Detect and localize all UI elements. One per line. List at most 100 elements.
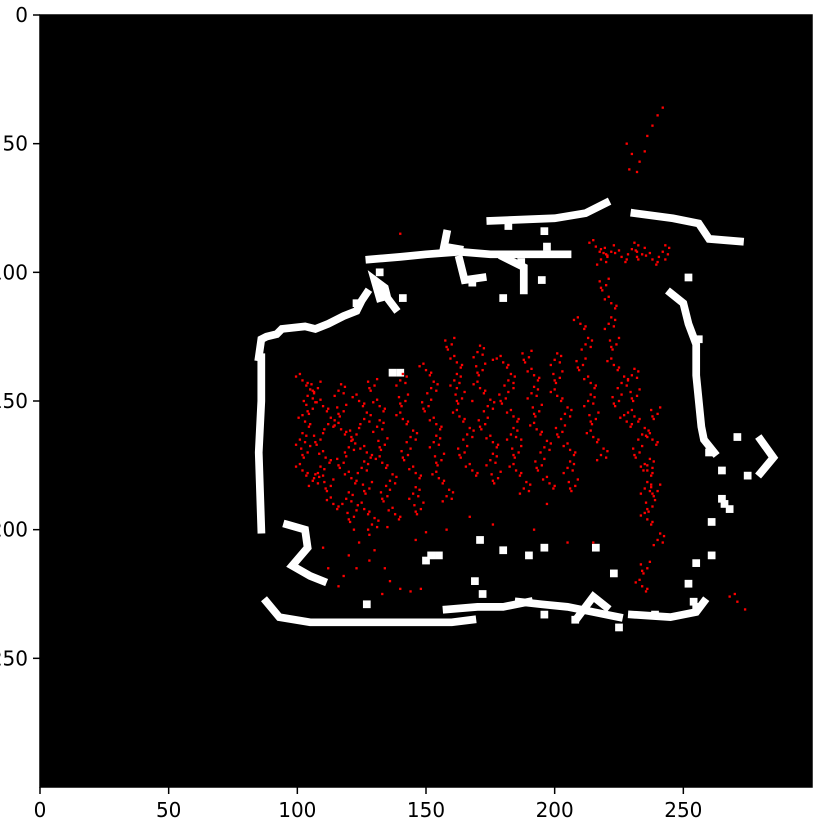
occupied-cell-block (398, 294, 407, 302)
data-point (599, 248, 603, 251)
data-point (557, 435, 560, 439)
data-point (583, 377, 586, 381)
data-point (294, 443, 298, 446)
data-point (384, 484, 388, 488)
occupied-cell-block (707, 551, 716, 560)
occupied-wall-segment (572, 591, 612, 623)
data-point (638, 388, 641, 391)
data-point (386, 464, 389, 467)
data-point (611, 395, 614, 399)
data-point (485, 437, 488, 440)
data-point (549, 442, 552, 445)
data-point (422, 362, 425, 365)
data-point (643, 462, 646, 466)
data-point (553, 388, 556, 391)
data-point (294, 465, 298, 468)
data-point (576, 316, 579, 319)
data-point (404, 399, 407, 403)
x-tick-label: 200 (536, 798, 574, 822)
data-point (532, 528, 536, 531)
data-point (314, 401, 317, 404)
data-point (408, 497, 411, 500)
occupied-cell-block (543, 242, 551, 251)
data-point (516, 429, 519, 432)
data-point (363, 460, 366, 463)
data-point (378, 446, 381, 449)
data-point (435, 434, 438, 437)
data-point (505, 438, 509, 441)
data-point (561, 370, 564, 373)
data-point (603, 246, 607, 250)
data-point (643, 426, 646, 430)
data-point (459, 456, 462, 459)
data-point (633, 415, 636, 418)
data-point (314, 473, 317, 476)
data-point (532, 421, 536, 425)
data-point (311, 389, 314, 392)
data-point (563, 412, 567, 416)
occupied-wall-segment (261, 596, 477, 627)
data-point (428, 446, 432, 449)
data-point (630, 423, 634, 426)
data-point (402, 459, 406, 462)
data-point (426, 392, 429, 395)
data-point (343, 451, 347, 454)
data-point (323, 428, 326, 431)
data-point (422, 501, 425, 504)
data-point (572, 453, 576, 457)
data-point (570, 489, 573, 493)
data-point (559, 417, 563, 421)
data-point (518, 492, 522, 495)
data-point (736, 600, 739, 603)
data-point (651, 471, 654, 475)
data-point (593, 386, 596, 390)
data-point (431, 473, 434, 476)
data-point (659, 406, 662, 409)
data-point (489, 434, 492, 437)
data-point (379, 448, 383, 452)
data-point (343, 385, 347, 389)
data-point (329, 416, 332, 419)
data-point (592, 435, 595, 439)
data-point (429, 386, 433, 390)
data-point (514, 469, 518, 472)
data-point (539, 451, 542, 454)
data-point (466, 433, 469, 436)
data-point (325, 489, 329, 493)
data-point (321, 432, 325, 435)
data-point (472, 429, 475, 432)
occupied-cell-block (571, 615, 580, 624)
data-point (369, 389, 372, 392)
data-point (336, 406, 339, 409)
data-point (639, 465, 643, 468)
occupancy-layer (254, 197, 779, 632)
data-point (429, 398, 433, 401)
data-point (484, 423, 487, 426)
data-point (644, 501, 648, 504)
data-point (507, 363, 510, 367)
data-point (355, 393, 358, 396)
occupied-wall-segment (498, 251, 528, 295)
data-point (346, 511, 349, 515)
data-point (419, 474, 423, 477)
x-tick-label: 150 (407, 798, 445, 822)
data-point (575, 359, 578, 363)
data-point (411, 492, 415, 495)
data-point (513, 456, 516, 459)
occupied-cell-block (609, 569, 618, 578)
data-point (366, 462, 370, 466)
data-point (586, 399, 590, 403)
data-point (399, 515, 402, 518)
data-point (491, 479, 495, 482)
data-point (378, 419, 381, 422)
data-point (484, 362, 487, 365)
data-point (590, 339, 594, 342)
data-point (651, 124, 654, 127)
data-point (638, 451, 641, 454)
x-tick-label: 250 (664, 798, 702, 822)
occupied-cell-block (651, 610, 659, 619)
data-point (535, 428, 538, 431)
data-point (399, 232, 402, 235)
data-point (505, 411, 509, 414)
data-point (630, 374, 634, 377)
